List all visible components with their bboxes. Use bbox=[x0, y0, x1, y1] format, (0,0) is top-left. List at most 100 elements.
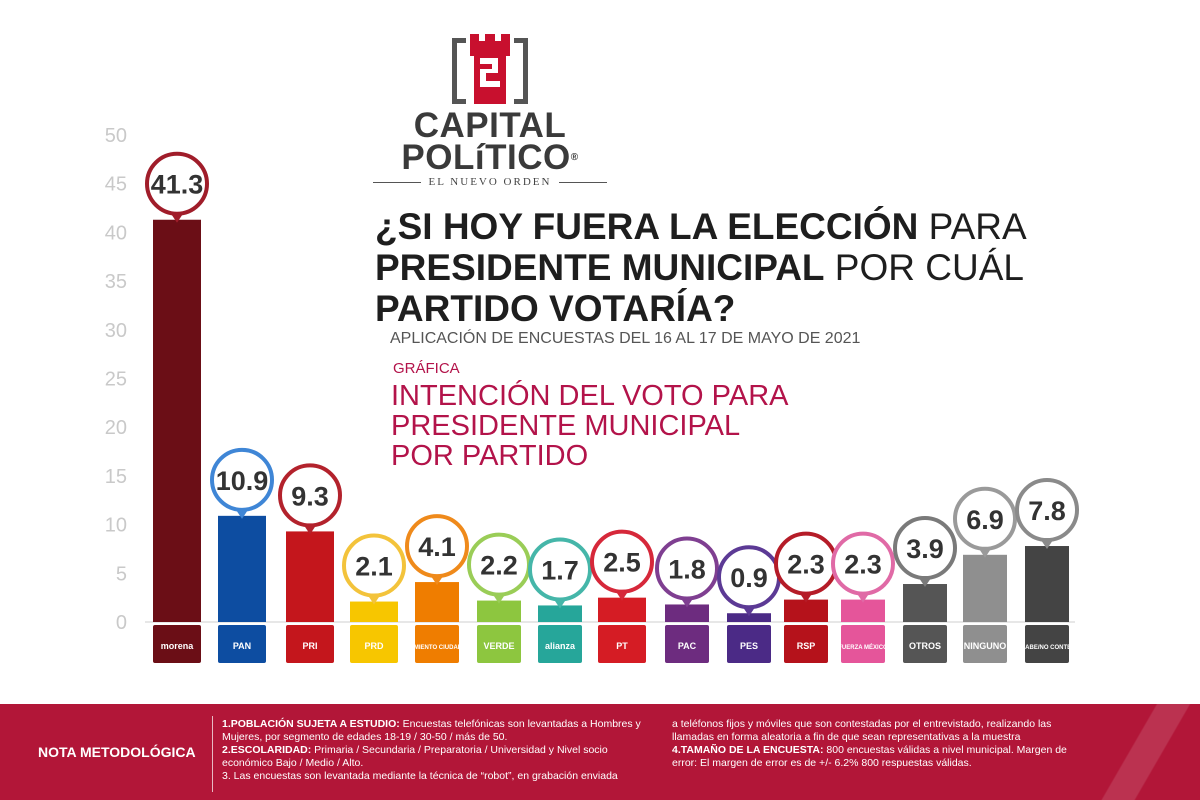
vote-intention-chart: 0 5 10 15 20 25 30 35 40 45 50 morena 41.3 PAN 10.9 PR… bbox=[104, 125, 1084, 663]
party-logo-label: PRD bbox=[364, 641, 384, 651]
party-logo-label: PES bbox=[740, 641, 758, 651]
data-label: 0.9 bbox=[730, 563, 768, 593]
party-logo-movimiento-ciudadano: MOVIMIENTO CIUDADANO bbox=[399, 625, 476, 663]
bar-morena bbox=[153, 219, 201, 622]
footer-item2-bold: 2.ESCOLARIDAD: bbox=[222, 744, 312, 756]
bar-pt bbox=[598, 597, 646, 622]
bars: morena 41.3 PAN 10.9 PRI 9.3 PRD 2.1 MOVIMIENTO … bbox=[145, 151, 1084, 663]
brand-tagline: EL NUEVO ORDEN bbox=[428, 176, 552, 188]
castle-emblem-icon bbox=[452, 34, 528, 104]
y-tick-label: 20 bbox=[105, 417, 127, 439]
party-logo-label: PAC bbox=[678, 641, 697, 651]
footer-item4-text: 800 encuestas válidas a nivel municipal.… bbox=[672, 744, 1067, 769]
party-logo-label: RSP bbox=[797, 641, 816, 651]
brand-logo: CAPITAL POLíTICO® EL NUEVO ORDEN bbox=[370, 32, 610, 197]
headline-part2-rest: POR CUÁL bbox=[824, 247, 1024, 288]
footer-col-right: a teléfonos fijos y móviles que son cont… bbox=[672, 718, 1084, 770]
brand-name-line2: POLíTICO® bbox=[401, 138, 579, 177]
bar-pan bbox=[218, 515, 266, 622]
party-logo-label: FUERZA MÉXICO bbox=[838, 643, 888, 651]
party-logo-label: VERDE bbox=[483, 641, 514, 651]
value-bubble-otros bbox=[893, 516, 957, 588]
data-label: 7.8 bbox=[1028, 496, 1066, 526]
value-bubble-prd bbox=[342, 533, 406, 605]
grafica-label: GRÁFICA bbox=[393, 360, 460, 377]
party-logo-morena: morena bbox=[153, 625, 201, 663]
party-logo-otros: OTROS bbox=[903, 625, 947, 663]
party-logo-pan: PAN bbox=[218, 625, 266, 663]
value-bubble-ninguno bbox=[953, 486, 1017, 558]
survey-dates: APLICACIÓN DE ENCUESTAS DEL 16 AL 17 DE … bbox=[390, 330, 861, 347]
party-logo-label: alianza bbox=[545, 641, 576, 651]
data-label: 2.5 bbox=[603, 548, 641, 578]
footer-col-left: 1.POBLACIÓN SUJETA A ESTUDIO: Encuestas … bbox=[222, 718, 652, 783]
data-label: 1.7 bbox=[541, 555, 579, 585]
value-bubble-pt bbox=[590, 529, 654, 601]
party-logo-label: NINGUNO bbox=[964, 641, 1007, 651]
data-label: 2.2 bbox=[480, 551, 518, 581]
brand-name-line1: CAPITAL bbox=[413, 106, 567, 145]
value-bubble-pac bbox=[655, 536, 719, 608]
bar-pac bbox=[665, 604, 709, 622]
party-logo-label: NO SABE/NO CONTESTÓ bbox=[1010, 643, 1083, 651]
bar-prd bbox=[350, 601, 398, 622]
data-label: 2.1 bbox=[355, 552, 393, 582]
headline-part2-bold: PRESIDENTE MUNICIPAL bbox=[375, 247, 825, 288]
party-logo-pri: PRI bbox=[286, 625, 334, 663]
party-logo-fuerza-m-xico: FUERZA MÉXICO bbox=[838, 625, 888, 663]
y-tick-label: 35 bbox=[105, 271, 127, 293]
footer-item1-bold: 1.POBLACIÓN SUJETA A ESTUDIO: bbox=[222, 718, 400, 730]
y-tick-label: 10 bbox=[105, 515, 127, 537]
bar-verde bbox=[477, 600, 521, 622]
party-logo-alianza: alianza bbox=[538, 625, 582, 663]
footer-title: NOTA METODOLÓGICA bbox=[38, 744, 196, 760]
value-bubble-no-sabe-no-contest bbox=[1015, 478, 1079, 550]
party-logo-label: PRI bbox=[302, 641, 317, 651]
chart-title-line2: PRESIDENTE MUNICIPAL bbox=[391, 410, 741, 442]
bar-alianza bbox=[538, 605, 582, 622]
data-label: 6.9 bbox=[966, 505, 1004, 535]
bar-ninguno bbox=[963, 554, 1007, 622]
data-label: 9.3 bbox=[291, 481, 329, 511]
bar-pes bbox=[727, 613, 771, 622]
data-label: 1.8 bbox=[668, 554, 706, 584]
value-bubble-movimiento-ciudadano bbox=[405, 514, 469, 586]
data-label: 2.3 bbox=[844, 550, 882, 580]
value-bubble-rsp bbox=[774, 531, 838, 603]
party-logo-no-sabe-no-contest: NO SABE/NO CONTESTÓ bbox=[1010, 625, 1084, 663]
headline-part3-bold: PARTIDO VOTARÍA? bbox=[375, 288, 736, 329]
data-label: 4.1 bbox=[418, 532, 456, 562]
data-label: 41.3 bbox=[151, 170, 204, 200]
y-tick-label: 25 bbox=[105, 369, 127, 391]
y-tick-label: 30 bbox=[105, 320, 127, 342]
chart-title: INTENCIÓN DEL VOTO PARA PRESIDENTE MUNIC… bbox=[391, 381, 841, 471]
party-logo-verde: VERDE bbox=[477, 625, 521, 663]
y-tick-label: 40 bbox=[105, 222, 127, 244]
party-logo-ninguno: NINGUNO bbox=[963, 625, 1007, 663]
value-bubble-fuerza-m-xico bbox=[831, 531, 895, 603]
chart-title-line1: INTENCIÓN DEL VOTO PARA bbox=[391, 380, 789, 412]
party-logo-prd: PRD bbox=[350, 625, 398, 663]
y-tick-label: 15 bbox=[105, 466, 127, 488]
footer-item1-text: Encuestas telefónicas son levantadas a H… bbox=[222, 718, 641, 743]
data-label: 10.9 bbox=[216, 466, 269, 496]
y-tick-label: 0 bbox=[116, 612, 127, 634]
value-bubble-pan bbox=[210, 447, 274, 519]
party-logo-label: PAN bbox=[233, 641, 251, 651]
value-bubble-alianza bbox=[528, 537, 592, 609]
headline: ¿SI HOY FUERA LA ELECCIÓN PARA PRESIDENT… bbox=[375, 206, 1075, 329]
party-logo-label: PT bbox=[616, 641, 628, 651]
bar-movimiento-ciudadano bbox=[415, 582, 459, 622]
bar-no-sabe-no-contest bbox=[1025, 546, 1069, 622]
y-tick-label: 5 bbox=[116, 563, 127, 585]
y-tick-label: 45 bbox=[105, 174, 127, 196]
footer-item4-bold: 4.TAMAÑO DE LA ENCUESTA: bbox=[672, 744, 824, 756]
footer-item3-cont: a teléfonos fijos y móviles que son cont… bbox=[672, 718, 1052, 743]
party-logo-rsp: RSP bbox=[784, 625, 828, 663]
bar-rsp bbox=[784, 599, 828, 622]
bar-otros bbox=[903, 584, 947, 622]
footer-item3-text: 3. Las encuestas son levantada mediante … bbox=[222, 770, 618, 782]
party-logo-pes: PES bbox=[727, 625, 771, 663]
party-logo-label: OTROS bbox=[909, 641, 941, 651]
party-logo-label: morena bbox=[161, 641, 195, 651]
